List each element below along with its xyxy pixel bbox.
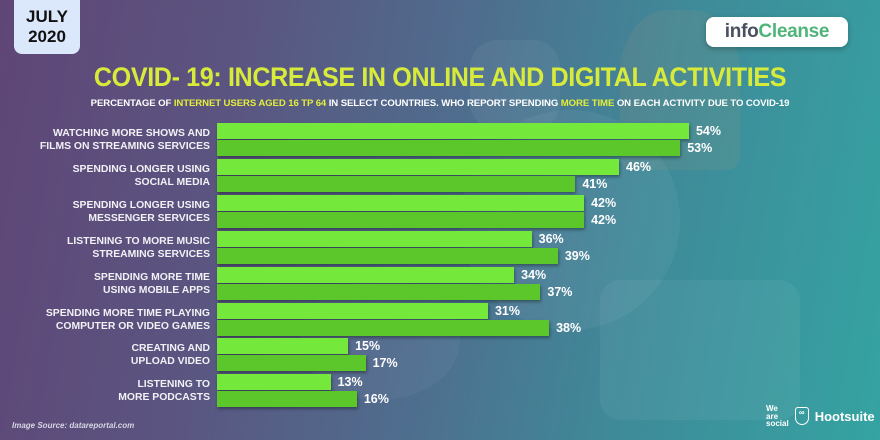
category-label: SPENDING LONGER USING SOCIAL MEDIA <box>0 159 210 193</box>
value-label: 38% <box>556 321 582 335</box>
bar <box>217 303 488 319</box>
category-label-line: SPENDING MORE TIME <box>93 272 210 283</box>
value-label: 39% <box>564 249 590 263</box>
bar <box>217 195 585 211</box>
category-label-line: STREAMING SERVICES <box>92 249 210 260</box>
category-label-line: SPENDING MORE TIME PLAYING <box>45 308 210 319</box>
subtitle-text: IN SELECT COUNTRIES. WHO REPORT SPENDING <box>326 98 561 109</box>
category-label-line: LISTENING TO <box>137 379 210 390</box>
value-label: 42% <box>591 213 617 227</box>
logo-text: We <box>766 404 778 413</box>
bar-group: LISTENING TO MORE PODCASTS 13% 16% <box>0 374 880 408</box>
chart-title: COVID- 19: INCREASE IN ONLINE AND DIGITA… <box>93 62 787 92</box>
value-label: 15% <box>355 339 381 353</box>
bar-group: SPENDING LONGER USING MESSENGER SERVICES 4… <box>0 195 880 229</box>
value-label: 16% <box>363 392 389 406</box>
bar <box>217 391 357 407</box>
bar-group: SPENDING MORE TIME USING MOBILE APPS 34% 37… <box>0 267 880 301</box>
we-are-social-logo: We are social <box>766 405 789 428</box>
value-label: 34% <box>521 268 547 282</box>
bar-group: CREATING AND UPLOAD VIDEO 15% 17% <box>0 338 880 372</box>
infocleanse-logo: info Cleanse <box>706 17 848 47</box>
logo-text: are <box>766 411 779 421</box>
subtitle-text: PERCENTAGE OF <box>90 98 174 109</box>
bar <box>217 267 515 283</box>
value-label: 41% <box>582 177 608 191</box>
date-year: 2020 <box>28 27 66 46</box>
subtitle-highlight: INTERNET USERS AGED 16 TP 64 <box>173 98 327 109</box>
bar-group: SPENDING MORE TIME PLAYING COMPUTER OR VI… <box>0 303 880 337</box>
partner-logos: We are social ∞ Hootsuite <box>766 405 875 428</box>
bar <box>217 284 541 300</box>
bar <box>217 355 366 371</box>
category-label: CREATING AND UPLOAD VIDEO <box>0 338 210 372</box>
value-label: 36% <box>538 232 564 246</box>
category-label-line: CREATING AND <box>131 343 210 354</box>
value-label: 53% <box>687 141 713 155</box>
hootsuite-logo: Hootsuite <box>814 408 875 424</box>
value-label: 54% <box>695 124 721 138</box>
category-label-line: UPLOAD VIDEO <box>130 356 210 367</box>
bar <box>217 320 550 336</box>
subtitle-text: ON EACH ACTIVITY DUE TO COVID-19 <box>614 98 790 109</box>
category-label: LISTENING TO MORE PODCASTS <box>0 374 210 408</box>
category-label: SPENDING MORE TIME PLAYING COMPUTER OR VI… <box>0 303 210 337</box>
logo-part-cleanse: Cleanse <box>758 21 830 42</box>
category-label-line: LISTENING TO MORE MUSIC <box>67 236 210 247</box>
category-label-line: FILMS ON STREAMING SERVICES <box>39 141 210 152</box>
subtitle-highlight: MORE TIME <box>560 98 615 109</box>
value-label: 31% <box>494 304 520 318</box>
date-badge: JULY 2020 <box>14 0 80 54</box>
category-label: SPENDING MORE TIME USING MOBILE APPS <box>0 267 210 301</box>
category-label-line: WATCHING MORE SHOWS AND <box>52 128 210 139</box>
chart-subtitle: PERCENTAGE OF INTERNET USERS AGED 16 TP … <box>0 98 880 109</box>
category-label: SPENDING LONGER USING MESSENGER SERVICES <box>0 195 210 229</box>
bar-group: SPENDING LONGER USING SOCIAL MEDIA 46% 41% <box>0 159 880 193</box>
category-label-line: SPENDING LONGER USING <box>72 164 210 175</box>
value-label: 46% <box>626 160 652 174</box>
logo-part-info: info <box>724 21 759 42</box>
value-label: 17% <box>372 356 398 370</box>
date-month: JULY <box>26 7 68 26</box>
category-label-line: MORE PODCASTS <box>118 392 210 403</box>
value-label: 13% <box>337 375 363 389</box>
owl-icon: ∞ <box>794 407 809 426</box>
category-label-line: USING MOBILE APPS <box>103 285 210 296</box>
value-label: 37% <box>547 285 573 299</box>
bar <box>217 159 620 175</box>
category-label-line: SOCIAL MEDIA <box>134 177 210 188</box>
bar-group: WATCHING MORE SHOWS AND FILMS ON STREAMIN… <box>0 123 880 157</box>
category-label-line: COMPUTER OR VIDEO GAMES <box>55 321 210 332</box>
category-label: WATCHING MORE SHOWS AND FILMS ON STREAMIN… <box>0 123 210 157</box>
image-source: Image Source: datareportal.com <box>12 421 135 430</box>
bar-group: LISTENING TO MORE MUSIC STREAMING SERVICE… <box>0 231 880 265</box>
bar <box>217 248 558 264</box>
value-label: 42% <box>591 196 617 210</box>
bar <box>217 338 349 354</box>
bar <box>217 231 532 247</box>
bar <box>217 374 331 390</box>
bar <box>217 140 681 156</box>
logo-text: social <box>766 419 789 428</box>
category-label-line: SPENDING LONGER USING <box>72 200 210 211</box>
category-label: LISTENING TO MORE MUSIC STREAMING SERVICE… <box>0 231 210 265</box>
bar <box>217 212 585 228</box>
bar <box>217 176 576 192</box>
category-label-line: MESSENGER SERVICES <box>88 213 210 224</box>
bar <box>217 123 689 139</box>
